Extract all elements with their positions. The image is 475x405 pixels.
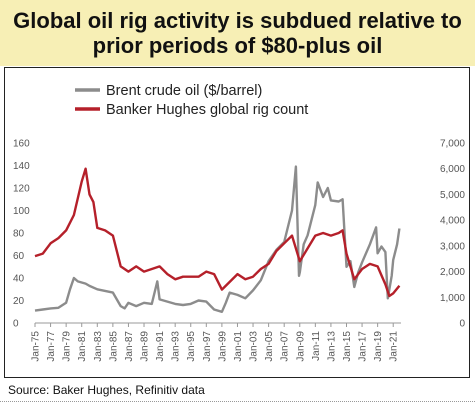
series-line-rig-count [34,167,401,298]
y-right-tick-label: 3,000 [440,241,465,252]
y-left-tick-label: 140 [13,161,30,172]
x-tick-label: Jan-19 [373,331,384,362]
x-tick-label: Jan-05 [264,331,275,362]
x-tick-label: Jan-21 [389,331,400,362]
source-note: Source: Baker Hughes, Refinitiv data [8,383,205,397]
x-tick-label: Jan-99 [217,331,228,362]
y-right-tick-label: 0 [459,319,465,330]
y-right-tick-label: 4,000 [440,216,465,227]
x-tick-label: Jan-15 [342,331,353,362]
y-left-tick-label: 20 [13,296,25,307]
legend-label-brent-crude: Brent crude oil ($/barrel) [106,83,262,99]
y-left-tick-label: 40 [13,274,25,285]
x-tick-label: Jan-17 [358,331,369,362]
legend: Brent crude oil ($/barrel) Banker Hughes … [75,83,308,118]
title-line-2: prior periods of $80-plus oil [92,33,383,58]
title-line-1: Global oil rig activity is subdued relat… [13,8,462,33]
title-banner: Global oil rig activity is subdued relat… [0,0,475,66]
x-tick-label: Jan-97 [202,331,213,362]
x-tick-label: Jan-77 [46,331,57,362]
chart: 0 20 40 60 80 100 120 140 160 0 1,000 2,000 3,000 4,0… [13,83,465,362]
x-tick-label: Jan-79 [62,331,73,362]
y-right-tick-label: 6,000 [440,164,465,175]
x-tick-label: Jan-01 [233,331,244,362]
x-tick-label: Jan-95 [186,331,197,362]
y-left-tick-label: 80 [13,229,25,240]
x-tick-label: Jan-91 [155,331,166,362]
x-tick-label: Jan-13 [326,331,337,362]
x-tick-label: Jan-89 [140,331,151,362]
y-left-tick-label: 120 [13,184,30,195]
x-tick-label: Jan-07 [280,331,291,362]
x-tick-label: Jan-03 [249,331,260,362]
chart-frame: 0 20 40 60 80 100 120 140 160 0 1,000 2,000 3,000 4,0… [4,67,470,378]
x-tick-label: Jan-87 [124,331,135,362]
axes: 0 20 40 60 80 100 120 140 160 0 1,000 2,000 3,000 4,0… [13,139,465,362]
x-tick-label: Jan-83 [93,331,104,362]
y-left-tick-label: 60 [13,251,25,262]
y-right-tick-label: 1,000 [440,293,465,304]
legend-label-rig-count: Banker Hughes global rig count [106,102,308,118]
x-tick-label: Jan-09 [295,331,306,362]
x-tick-label: Jan-75 [31,331,42,362]
y-left-tick-label: 0 [13,319,19,330]
y-right-tick-label: 7,000 [440,139,465,150]
y-right-tick-label: 5,000 [440,190,465,201]
x-tick-label: Jan-81 [77,331,88,362]
source-divider [0,401,475,402]
y-right-tick-label: 2,000 [440,267,465,278]
x-tick-label: Jan-93 [171,331,182,362]
y-left-tick-label: 160 [13,139,30,150]
x-tick-label: Jan-85 [108,331,119,362]
y-left-tick-label: 100 [13,206,30,217]
x-tick-label: Jan-11 [311,331,322,361]
series-layer [34,165,401,313]
